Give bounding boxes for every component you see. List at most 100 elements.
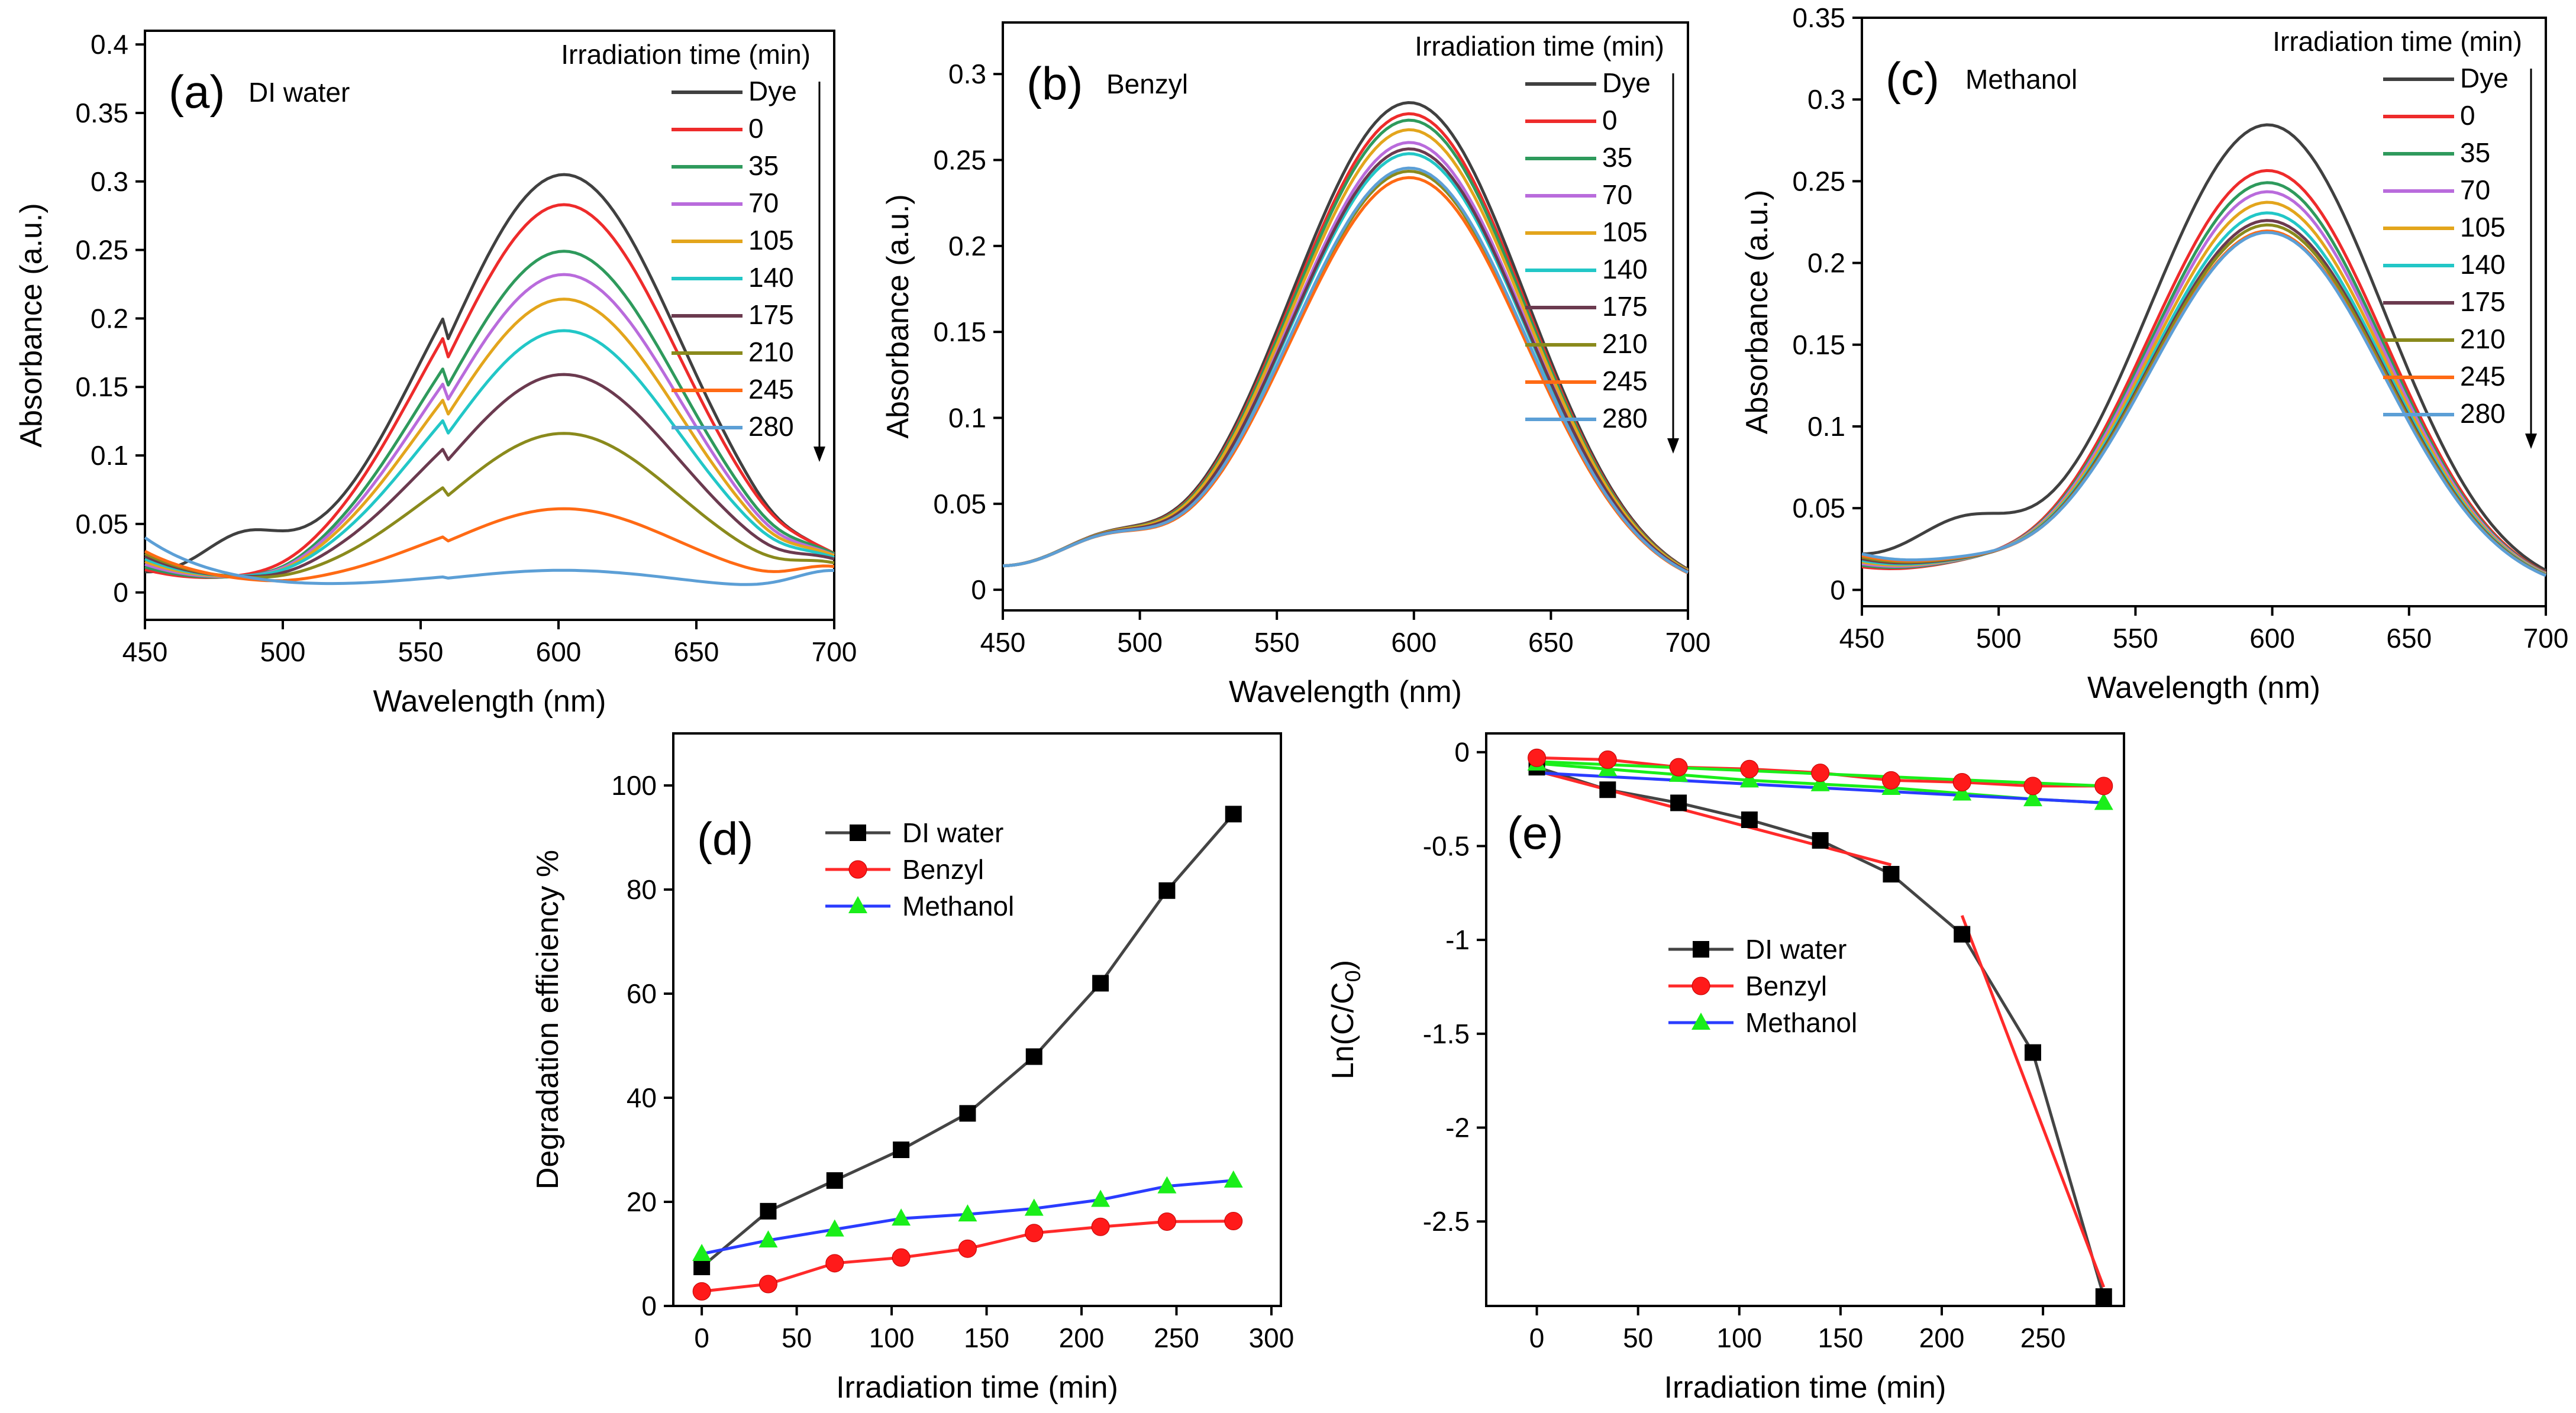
legend-item-0: 0 (672, 113, 764, 144)
y-tick-label: 0.3 (948, 59, 986, 89)
point-di-water (1741, 811, 1758, 828)
legend-label: Dye (2460, 63, 2509, 93)
y-tick-label: 0.15 (75, 371, 128, 402)
point-benzyl (2094, 777, 2113, 796)
y-tick-label: 0.1 (948, 402, 986, 433)
y-tick-label: 0 (971, 574, 986, 605)
x-tick-label: 550 (398, 636, 444, 667)
x-tick-label: 100 (1716, 1323, 1762, 1353)
legend-label: 140 (2460, 249, 2506, 280)
legend-label: 70 (1602, 179, 1632, 210)
x-axis-label: Wavelength (nm) (2087, 671, 2320, 705)
legend-item-105: 105 (2383, 212, 2506, 242)
y-tick-label: -1 (1445, 924, 1470, 955)
x-tick-label: 100 (869, 1323, 915, 1353)
legend-label: 280 (1602, 403, 1648, 434)
legend-label: DI water (1745, 934, 1847, 965)
y-tick-label: 0.25 (1792, 166, 1845, 196)
legend-label: 210 (1602, 328, 1648, 359)
point-benzyl (758, 1275, 777, 1294)
point-benzyl (1669, 758, 1688, 777)
point-methanol (2094, 793, 2113, 810)
y-tick-label: 0.3 (1807, 84, 1845, 115)
legend-label: 0 (2460, 100, 2475, 131)
point-benzyl (1091, 1217, 1110, 1236)
legend-label: 245 (748, 374, 794, 405)
x-tick-label: 550 (1254, 627, 1300, 658)
legend-title: Irradiation time (min) (561, 39, 811, 70)
x-tick-label: 600 (1391, 627, 1437, 658)
legend-label: 175 (2460, 286, 2506, 317)
legend-marker (848, 896, 867, 913)
legend-item-175: 175 (1525, 291, 1648, 322)
point-methanol (1810, 774, 1830, 791)
legend-item-280: 280 (2383, 398, 2506, 429)
legend-item-35: 35 (2383, 137, 2490, 168)
y-axis-label: Absorbance (a.u.) (881, 194, 915, 438)
legend-label: 0 (1602, 105, 1618, 135)
x-tick-label: 150 (1818, 1323, 1864, 1353)
point-methanol (892, 1208, 911, 1226)
x-tick-label: 0 (694, 1323, 709, 1353)
point-methanol (2023, 789, 2042, 807)
x-tick-label: 250 (1154, 1323, 1199, 1353)
point-di-water (1158, 882, 1176, 899)
y-tick-label: 40 (627, 1082, 657, 1113)
legend-label: 105 (748, 225, 794, 256)
point-methanol (758, 1230, 778, 1248)
point-di-water (760, 1202, 777, 1220)
x-tick-label: 150 (964, 1323, 1009, 1353)
legend-marker (1691, 1013, 1710, 1030)
x-tick-label: 0 (1529, 1323, 1545, 1353)
curve-dye (1002, 101, 1689, 571)
point-methanol (825, 1219, 844, 1237)
curve-210 (144, 432, 835, 579)
y-tick-label: 0.15 (1792, 329, 1845, 360)
panel-e-ln-c-c0: 0 50 100 150 200 250 0 -0.5 -1 -1.5 -2 -2.5 Irradiat… (1326, 732, 2125, 1405)
series-group (1527, 748, 2113, 1305)
legend-label: 210 (748, 337, 794, 367)
panel-solvent-label: DI water (248, 77, 350, 108)
y-axis-label: Absorbance (a.u.) (1740, 190, 1774, 434)
panel-letter: (b) (1026, 57, 1083, 109)
x-tick-label: 500 (260, 636, 306, 667)
x-tick-label: 650 (674, 636, 719, 667)
point-benzyl (825, 1254, 844, 1273)
x-tick-label: 450 (1839, 623, 1885, 654)
curve-0 (144, 203, 835, 579)
legend-label: 70 (2460, 174, 2490, 205)
curve-dye (1861, 123, 2547, 572)
y-tick-label: 0.4 (91, 29, 128, 60)
legend: DI water Benzyl Methanol (1668, 934, 1857, 1038)
legend: Irradiation time (min) Dye 0 35 70 105 140 175 2… (2272, 26, 2537, 449)
legend-label: Benzyl (902, 854, 984, 885)
curve-0 (1861, 169, 2547, 574)
y-tick-label: 60 (627, 978, 657, 1009)
legend-item-dye: Dye (672, 76, 797, 106)
legend-label: 280 (748, 411, 794, 442)
point-di-water (2025, 1044, 2041, 1061)
legend-item-di-water: DI water (1668, 934, 1847, 965)
x-tick-label: 450 (980, 627, 1026, 658)
panel-letter: (d) (697, 813, 753, 865)
point-methanol (692, 1244, 712, 1261)
panel-solvent-label: Methanol (1965, 64, 2077, 95)
x-axis-label: Irradiation time (min) (1664, 1370, 1946, 1405)
legend-item-140: 140 (672, 262, 794, 293)
panel-letter: (c) (1886, 53, 1939, 105)
legend-item-140: 140 (2383, 249, 2506, 280)
point-di-water (1670, 794, 1687, 811)
legend-item-245: 245 (672, 374, 794, 405)
point-benzyl (692, 1282, 711, 1301)
legend-item-245: 245 (2383, 361, 2506, 392)
point-methanol (1952, 783, 1972, 801)
legend-marker (1693, 941, 1709, 958)
point-benzyl (1881, 771, 1900, 790)
plot-frame (1485, 732, 2125, 1307)
point-di-water (2095, 1288, 2112, 1305)
y-tick-label: 80 (627, 874, 657, 905)
legend: Irradiation time (min) Dye 0 35 70 105 140 175 2… (561, 39, 825, 462)
legend-title: Irradiation time (min) (1415, 31, 1664, 62)
legend-item-35: 35 (1525, 142, 1632, 173)
y-tick-label: 0 (641, 1291, 657, 1321)
